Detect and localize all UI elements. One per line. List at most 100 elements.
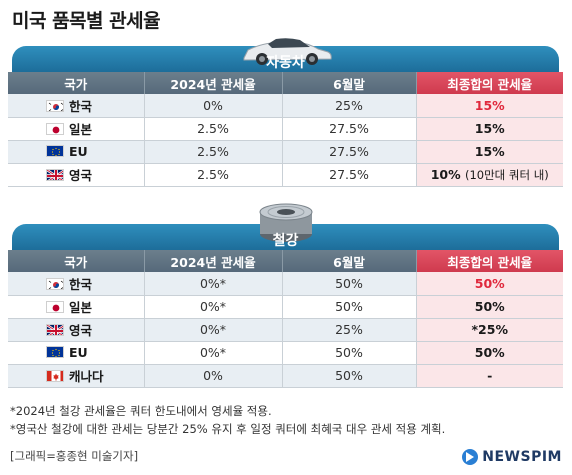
country-cell: 한국: [8, 272, 145, 296]
header-final: 최종합의 관세율: [416, 72, 563, 94]
brand-name: NEWSPIM: [482, 449, 562, 465]
country-cell: 일본: [8, 117, 145, 141]
footnote: *영국산 철강에 대한 관세는 당분간 25% 유지 후 일정 쿼터에 최혜국 …: [10, 422, 446, 436]
table-header-row: 국가 2024년 관세율 6월말 최종합의 관세율: [8, 250, 563, 272]
country-name: 캐나다: [69, 369, 104, 384]
country-cell: 영국: [8, 318, 145, 342]
final-rate: 10%: [430, 166, 461, 182]
country-cell: 영국: [8, 163, 145, 187]
june-rate-cell: 27.5%: [282, 117, 417, 141]
final-rate-cell: 50%: [416, 295, 563, 319]
header-rate-2024: 2024년 관세율: [144, 250, 283, 272]
final-rate: 15%: [474, 97, 505, 113]
header-rate-2024: 2024년 관세율: [144, 72, 283, 94]
table-row: 영국 0%* 25% *25%: [8, 318, 563, 342]
rate-2024-cell: 0%: [144, 364, 283, 388]
table-row: 한국 0%* 50% 50%: [8, 272, 563, 296]
final-rate-cell: *25%: [416, 318, 563, 342]
final-rate: -: [487, 368, 493, 383]
final-rate-cell: 15%: [416, 94, 563, 118]
brand: NEWSPIM: [462, 449, 562, 465]
country-name: 일본: [69, 300, 93, 315]
final-rate-cell: 15%: [416, 117, 563, 141]
final-rate-cell: 15%: [416, 140, 563, 164]
table-header-row: 국가 2024년 관세율 6월말 최종합의 관세율: [8, 72, 563, 94]
final-rate: 15%: [474, 121, 505, 136]
final-rate-cell: -: [416, 364, 563, 388]
june-rate-cell: 25%: [282, 94, 417, 118]
country-cell: 캐나다: [8, 364, 145, 388]
steel-section: 철강 국가 2024년 관세율 6월말 최종합의 관세율 한국 0%* 50% 50%…: [8, 203, 563, 388]
eu-flag-icon: [46, 145, 64, 157]
newspim-logo-icon: [462, 449, 479, 465]
uk-flag-icon: [46, 324, 64, 336]
country-cell: EU: [8, 140, 145, 164]
page-title: 미국 품목별 관세율: [12, 10, 161, 32]
steel-tariff-table: 국가 2024년 관세율 6월말 최종합의 관세율 한국 0%* 50% 50% 일본 0…: [8, 250, 563, 388]
car-banner: 자동차: [12, 38, 559, 72]
country-name: 일본: [69, 122, 93, 137]
header-final: 최종합의 관세율: [416, 250, 563, 272]
country-name: 영국: [69, 168, 93, 183]
june-rate-cell: 25%: [282, 318, 417, 342]
steel-banner: 철강: [12, 203, 559, 250]
rate-2024-cell: 0%*: [144, 318, 283, 342]
country-cell: 일본: [8, 295, 145, 319]
rate-2024-cell: 0%*: [144, 341, 283, 365]
final-rate-cell: 10% (10만대 쿼터 내): [416, 163, 563, 187]
steel-coil-icon: [259, 203, 312, 242]
country-name: 영국: [69, 323, 93, 338]
rate-2024-cell: 2.5%: [144, 140, 283, 164]
credit: [그래픽=홍종현 미술기자]: [10, 449, 139, 463]
car-icon: [243, 38, 332, 65]
header-june: 6월말: [282, 72, 417, 94]
final-rate: *25%: [471, 322, 508, 337]
final-rate: 50%: [474, 345, 505, 360]
table-row: EU 2.5% 27.5% 15%: [8, 140, 563, 164]
japan-flag-icon: [46, 123, 64, 135]
country-name: 한국: [69, 276, 93, 292]
table-row: 한국 0% 25% 15%: [8, 94, 563, 118]
final-rate: 50%: [474, 275, 505, 291]
country-name: 한국: [69, 98, 93, 114]
table-row: EU 0%* 50% 50%: [8, 341, 563, 365]
rate-2024-cell: 0%*: [144, 295, 283, 319]
country-name: EU: [69, 144, 88, 159]
rate-2024-cell: 2.5%: [144, 163, 283, 187]
june-rate-cell: 50%: [282, 272, 417, 296]
rate-2024-cell: 2.5%: [144, 117, 283, 141]
june-rate-cell: 50%: [282, 295, 417, 319]
final-rate-cell: 50%: [416, 341, 563, 365]
korea-flag-icon: [46, 99, 64, 112]
final-rate: 50%: [474, 299, 505, 314]
car-tariff-table: 국가 2024년 관세율 6월말 최종합의 관세율 한국 0% 25% 15% 일본 2.…: [8, 72, 563, 187]
header-country: 국가: [8, 72, 145, 94]
japan-flag-icon: [46, 301, 64, 313]
country-cell: EU: [8, 341, 145, 365]
footnotes: *2024년 철강 관세율은 쿼터 한도내에서 영세율 적용. *영국산 철강에…: [10, 402, 445, 438]
table-row: 캐나다 0% 50% -: [8, 364, 563, 388]
table-row: 영국 2.5% 27.5% 10% (10만대 쿼터 내): [8, 163, 563, 187]
final-rate: 15%: [474, 144, 505, 159]
eu-flag-icon: [46, 346, 64, 358]
rate-2024-cell: 0%: [144, 94, 283, 118]
table-row: 일본 0%* 50% 50%: [8, 295, 563, 319]
rate-2024-cell: 0%*: [144, 272, 283, 296]
car-label: 자동차: [266, 55, 305, 71]
korea-flag-icon: [46, 277, 64, 290]
canada-flag-icon: [46, 370, 64, 382]
header-june: 6월말: [282, 250, 417, 272]
uk-flag-icon: [46, 169, 64, 181]
june-rate-cell: 50%: [282, 364, 417, 388]
footnote: *2024년 철강 관세율은 쿼터 한도내에서 영세율 적용.: [10, 404, 272, 418]
june-rate-cell: 50%: [282, 341, 417, 365]
table-row: 일본 2.5% 27.5% 15%: [8, 117, 563, 141]
final-rate-cell: 50%: [416, 272, 563, 296]
june-rate-cell: 27.5%: [282, 140, 417, 164]
header-country: 국가: [8, 250, 145, 272]
june-rate-cell: 27.5%: [282, 163, 417, 187]
country-cell: 한국: [8, 94, 145, 118]
country-name: EU: [69, 345, 88, 360]
final-rate-note: (10만대 쿼터 내): [464, 167, 549, 182]
car-section: 자동차 국가 2024년 관세율 6월말 최종합의 관세율 한국 0% 25% 15%…: [8, 34, 563, 187]
